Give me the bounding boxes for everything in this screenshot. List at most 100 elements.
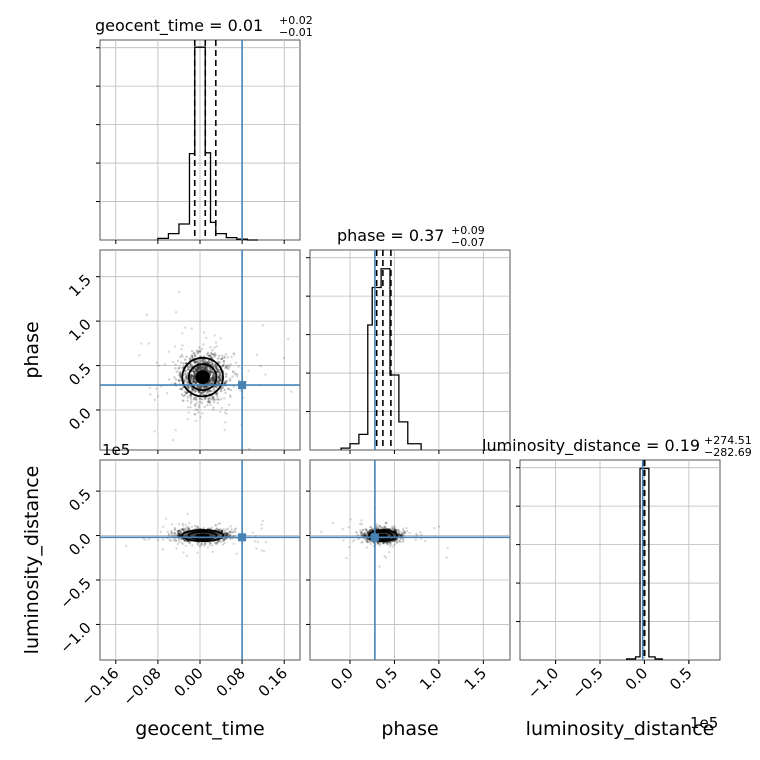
sample-point bbox=[198, 544, 202, 548]
sample-point bbox=[178, 371, 181, 374]
sample-point bbox=[212, 400, 216, 404]
sample-point bbox=[167, 534, 171, 537]
sample-point bbox=[402, 531, 406, 535]
sample-point bbox=[194, 361, 197, 365]
sample-point bbox=[197, 405, 201, 409]
sample-point bbox=[342, 539, 345, 542]
sample-point bbox=[214, 364, 218, 367]
sample-point bbox=[208, 389, 212, 393]
sample-point bbox=[347, 526, 350, 529]
sample-point bbox=[176, 530, 179, 533]
sample-point bbox=[185, 391, 189, 394]
sample-point bbox=[223, 530, 227, 533]
sample-point bbox=[183, 370, 187, 373]
sample-point bbox=[174, 378, 178, 381]
sample-point bbox=[375, 522, 378, 526]
sample-point bbox=[377, 526, 380, 530]
sample-point bbox=[173, 528, 176, 532]
sample-point bbox=[178, 387, 182, 391]
sample-point bbox=[208, 354, 211, 357]
ylabel-phase: phase bbox=[21, 321, 43, 378]
sample-point bbox=[379, 542, 382, 546]
sample-point bbox=[341, 528, 344, 531]
sample-point bbox=[189, 397, 193, 400]
sample-point bbox=[217, 376, 221, 380]
sample-point bbox=[378, 565, 381, 568]
sample-point bbox=[184, 369, 187, 372]
sample-point bbox=[209, 403, 212, 406]
sample-point bbox=[215, 542, 218, 546]
sample-point bbox=[199, 350, 202, 353]
sample-point bbox=[183, 539, 187, 542]
sample-point bbox=[212, 374, 215, 377]
sample-point bbox=[177, 379, 181, 383]
sample-point bbox=[177, 290, 181, 294]
sample-point bbox=[224, 352, 228, 356]
sample-point bbox=[367, 530, 370, 534]
sample-point bbox=[203, 390, 206, 394]
sample-point bbox=[222, 360, 226, 363]
sample-point bbox=[176, 359, 180, 363]
sample-point bbox=[219, 410, 222, 413]
sample-point bbox=[219, 540, 223, 543]
sample-point bbox=[178, 529, 181, 532]
sample-point bbox=[224, 531, 227, 535]
sample-point bbox=[188, 542, 191, 545]
sample-point bbox=[216, 541, 219, 544]
sample-point bbox=[236, 373, 239, 376]
sample-point bbox=[200, 541, 203, 545]
sample-point bbox=[239, 389, 242, 392]
sample-point bbox=[401, 533, 405, 536]
sample-point bbox=[217, 522, 220, 526]
sample-point bbox=[207, 360, 211, 363]
sample-point bbox=[226, 533, 229, 536]
sample-point bbox=[394, 528, 397, 531]
sample-point bbox=[182, 551, 185, 554]
sample-point bbox=[366, 532, 370, 535]
sample-point bbox=[186, 527, 190, 531]
sample-point bbox=[206, 353, 209, 356]
sample-point bbox=[401, 540, 405, 543]
sample-point bbox=[226, 533, 229, 536]
sample-point bbox=[218, 373, 221, 376]
sample-point bbox=[391, 528, 394, 531]
sample-point bbox=[156, 395, 160, 398]
x-tick-label: 0.0 bbox=[622, 664, 652, 694]
sample-point bbox=[223, 382, 226, 385]
panel-frame bbox=[519, 459, 721, 661]
sample-point bbox=[168, 539, 171, 542]
scatter-group bbox=[310, 460, 510, 660]
sample-point bbox=[171, 438, 175, 442]
sample-point bbox=[420, 533, 423, 537]
sample-point bbox=[362, 532, 365, 536]
sample-point bbox=[223, 533, 227, 536]
sample-point bbox=[225, 528, 228, 531]
sample-point bbox=[196, 361, 199, 364]
sample-point bbox=[176, 533, 179, 536]
sample-point bbox=[148, 386, 151, 389]
sample-point bbox=[218, 373, 221, 376]
sample-point bbox=[188, 527, 191, 530]
sample-point bbox=[227, 532, 231, 535]
sample-point bbox=[262, 550, 266, 553]
sample-point bbox=[176, 533, 180, 536]
sample-point bbox=[216, 401, 219, 405]
sample-point bbox=[176, 529, 180, 533]
sample-point bbox=[234, 527, 237, 530]
sample-point bbox=[388, 550, 391, 554]
sample-point bbox=[181, 528, 184, 532]
sample-point bbox=[182, 399, 185, 402]
sample-point bbox=[220, 406, 223, 410]
sample-point bbox=[229, 395, 232, 398]
sample-point bbox=[160, 385, 163, 388]
sample-point bbox=[386, 541, 389, 544]
sample-point bbox=[365, 528, 368, 531]
sample-point bbox=[392, 524, 396, 528]
sample-point bbox=[226, 532, 229, 535]
sample-point bbox=[189, 365, 192, 369]
sample-point bbox=[156, 538, 160, 542]
sample-point bbox=[357, 537, 360, 541]
sample-point bbox=[190, 525, 194, 529]
sample-point bbox=[181, 528, 184, 531]
sample-point bbox=[230, 528, 233, 531]
